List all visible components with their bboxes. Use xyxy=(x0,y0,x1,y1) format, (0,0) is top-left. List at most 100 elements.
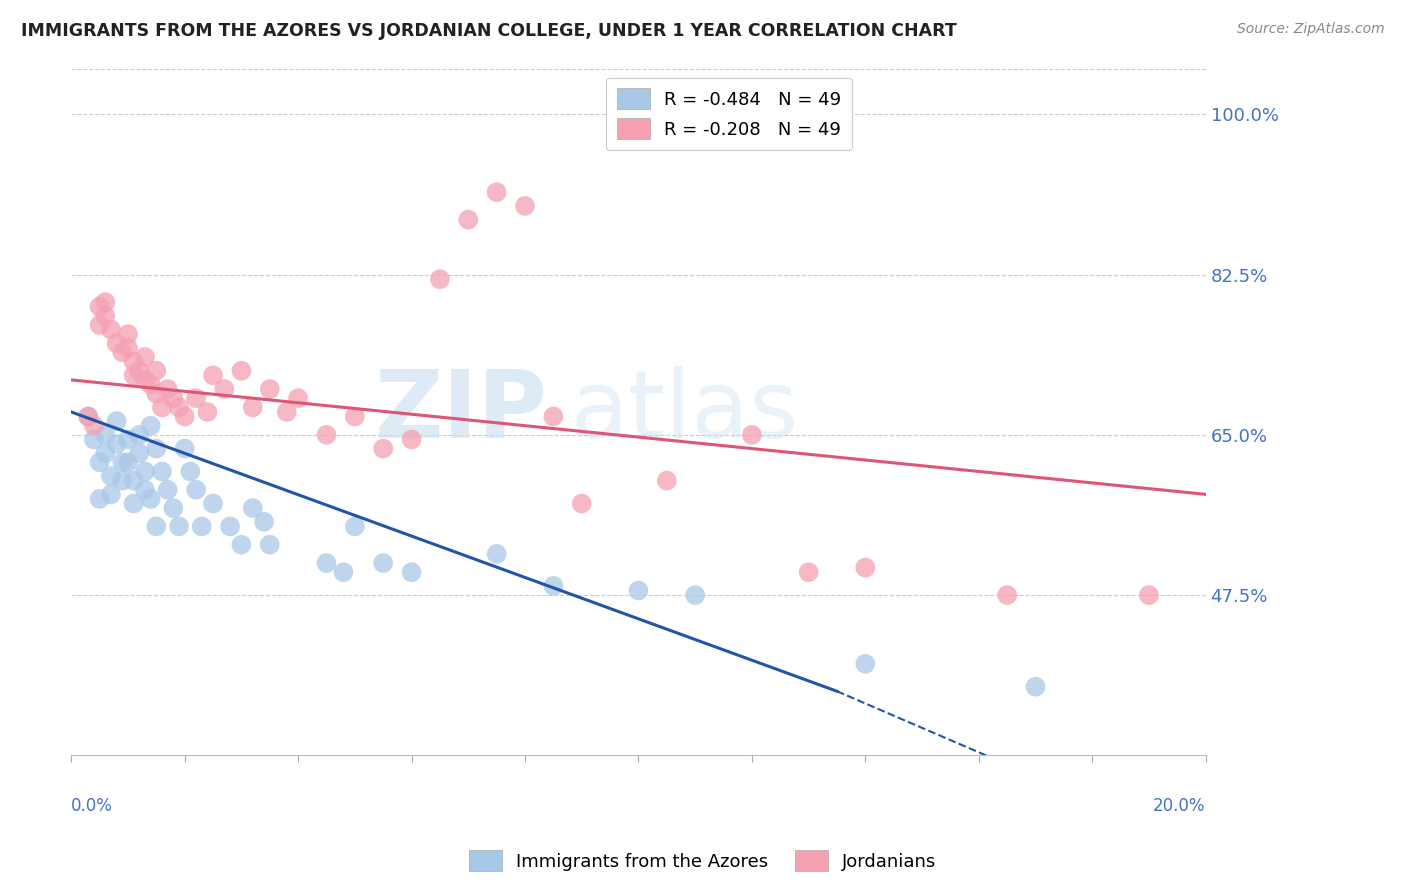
Point xyxy=(145,364,167,378)
Point xyxy=(167,401,190,415)
Point xyxy=(134,373,156,387)
Point xyxy=(94,446,117,460)
Point xyxy=(100,487,122,501)
Point xyxy=(741,427,763,442)
Point xyxy=(134,483,156,497)
Point xyxy=(128,446,150,460)
Legend: R = -0.484   N = 49, R = -0.208   N = 49: R = -0.484 N = 49, R = -0.208 N = 49 xyxy=(606,78,852,150)
Point xyxy=(100,322,122,336)
Point xyxy=(231,364,253,378)
Point xyxy=(259,538,281,552)
Point xyxy=(89,318,111,332)
Point xyxy=(89,455,111,469)
Point xyxy=(139,377,162,392)
Point xyxy=(83,433,105,447)
Point xyxy=(190,519,212,533)
Point xyxy=(150,401,173,415)
Point xyxy=(655,474,678,488)
Point xyxy=(94,309,117,323)
Point xyxy=(100,469,122,483)
Text: 20.0%: 20.0% xyxy=(1153,797,1206,814)
Point xyxy=(259,382,281,396)
Point xyxy=(315,427,337,442)
Point xyxy=(139,418,162,433)
Point xyxy=(457,212,479,227)
Point xyxy=(122,368,145,383)
Point xyxy=(173,409,195,424)
Point xyxy=(995,588,1018,602)
Point xyxy=(287,391,309,405)
Point xyxy=(853,657,876,671)
Point xyxy=(683,588,706,602)
Point xyxy=(117,455,139,469)
Point xyxy=(627,583,650,598)
Point xyxy=(343,409,366,424)
Point xyxy=(1024,680,1046,694)
Point xyxy=(373,556,395,570)
Point xyxy=(139,491,162,506)
Point xyxy=(219,519,242,533)
Point xyxy=(513,199,536,213)
Point xyxy=(543,579,565,593)
Text: ZIP: ZIP xyxy=(375,366,548,458)
Point xyxy=(77,409,100,424)
Point xyxy=(401,565,423,579)
Point xyxy=(156,483,179,497)
Point xyxy=(231,538,253,552)
Point xyxy=(145,442,167,456)
Point xyxy=(77,409,100,424)
Point xyxy=(202,368,225,383)
Point xyxy=(173,442,195,456)
Point xyxy=(117,327,139,342)
Point xyxy=(276,405,298,419)
Point xyxy=(105,336,128,351)
Point xyxy=(117,341,139,355)
Text: atlas: atlas xyxy=(571,366,799,458)
Point xyxy=(184,483,207,497)
Point xyxy=(162,501,184,516)
Point xyxy=(122,474,145,488)
Point xyxy=(122,496,145,510)
Point xyxy=(315,556,337,570)
Point xyxy=(485,547,508,561)
Point xyxy=(105,437,128,451)
Point xyxy=(373,442,395,456)
Point xyxy=(1137,588,1160,602)
Point xyxy=(156,382,179,396)
Point xyxy=(83,418,105,433)
Legend: Immigrants from the Azores, Jordanians: Immigrants from the Azores, Jordanians xyxy=(463,843,943,879)
Point xyxy=(797,565,820,579)
Point xyxy=(202,496,225,510)
Point xyxy=(429,272,451,286)
Point xyxy=(253,515,276,529)
Text: 0.0%: 0.0% xyxy=(72,797,112,814)
Text: IMMIGRANTS FROM THE AZORES VS JORDANIAN COLLEGE, UNDER 1 YEAR CORRELATION CHART: IMMIGRANTS FROM THE AZORES VS JORDANIAN … xyxy=(21,22,957,40)
Point xyxy=(111,474,134,488)
Point xyxy=(184,391,207,405)
Point xyxy=(179,465,201,479)
Point xyxy=(89,300,111,314)
Point xyxy=(401,433,423,447)
Point xyxy=(167,519,190,533)
Point xyxy=(853,560,876,574)
Point xyxy=(150,465,173,479)
Point xyxy=(111,345,134,359)
Point xyxy=(242,501,264,516)
Point xyxy=(128,364,150,378)
Point xyxy=(105,414,128,428)
Point xyxy=(94,427,117,442)
Point xyxy=(162,391,184,405)
Point xyxy=(242,401,264,415)
Point xyxy=(117,433,139,447)
Point xyxy=(214,382,236,396)
Point xyxy=(111,455,134,469)
Point xyxy=(122,354,145,368)
Point xyxy=(571,496,593,510)
Point xyxy=(128,427,150,442)
Point xyxy=(485,185,508,199)
Point xyxy=(94,295,117,310)
Point xyxy=(332,565,354,579)
Point xyxy=(89,491,111,506)
Text: Source: ZipAtlas.com: Source: ZipAtlas.com xyxy=(1237,22,1385,37)
Point xyxy=(134,350,156,364)
